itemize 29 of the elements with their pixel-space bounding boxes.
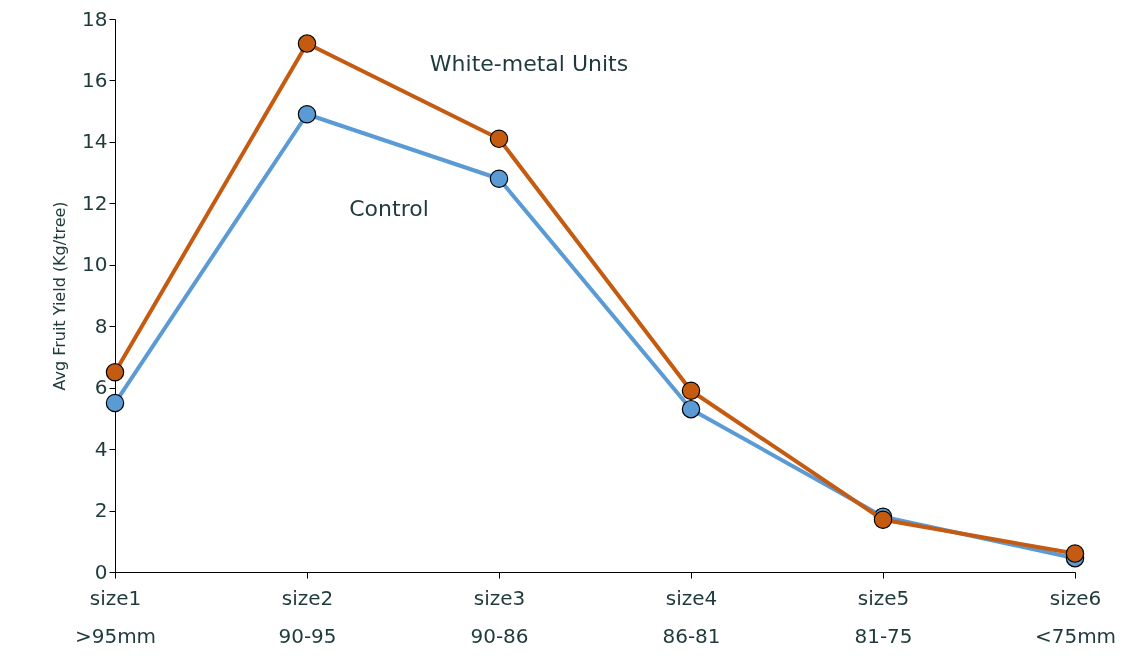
point: [297, 34, 317, 53]
series-label: Control: [349, 195, 429, 221]
x-tick-label: size2 90-95: [278, 585, 337, 648]
y-tick-label: 4: [94, 436, 108, 461]
y-tick-label: 8: [94, 313, 108, 338]
y-tick-label: 0: [94, 559, 108, 584]
point: [489, 169, 509, 188]
point: [297, 105, 317, 124]
y-tick-label: 18: [82, 6, 108, 31]
series-label: White-metal Units: [429, 50, 629, 76]
point: [873, 510, 893, 530]
y-tick-label: 6: [94, 375, 108, 400]
y-tick-label: 12: [82, 190, 108, 215]
point: [105, 363, 125, 382]
x-tick-label: size6 <75mm: [1034, 585, 1117, 648]
y-tick-label: 10: [82, 252, 108, 277]
point: [105, 393, 125, 413]
point: [489, 129, 509, 149]
x-tick-label: size4 86-81: [662, 585, 721, 648]
y-axis-title: Avg Fruit Yield (Kg/tree): [50, 201, 70, 391]
y-tick-label: 14: [82, 129, 108, 154]
y-tick-label: 2: [94, 498, 108, 523]
x-tick-label: size1 >95mm: [74, 585, 157, 648]
point: [681, 399, 701, 419]
point: [1065, 544, 1085, 563]
x-tick-label: size5 81-75: [854, 585, 913, 648]
point: [681, 381, 701, 400]
x-tick-label: size3 90-86: [470, 585, 529, 648]
y-tick-label: 16: [82, 67, 108, 92]
